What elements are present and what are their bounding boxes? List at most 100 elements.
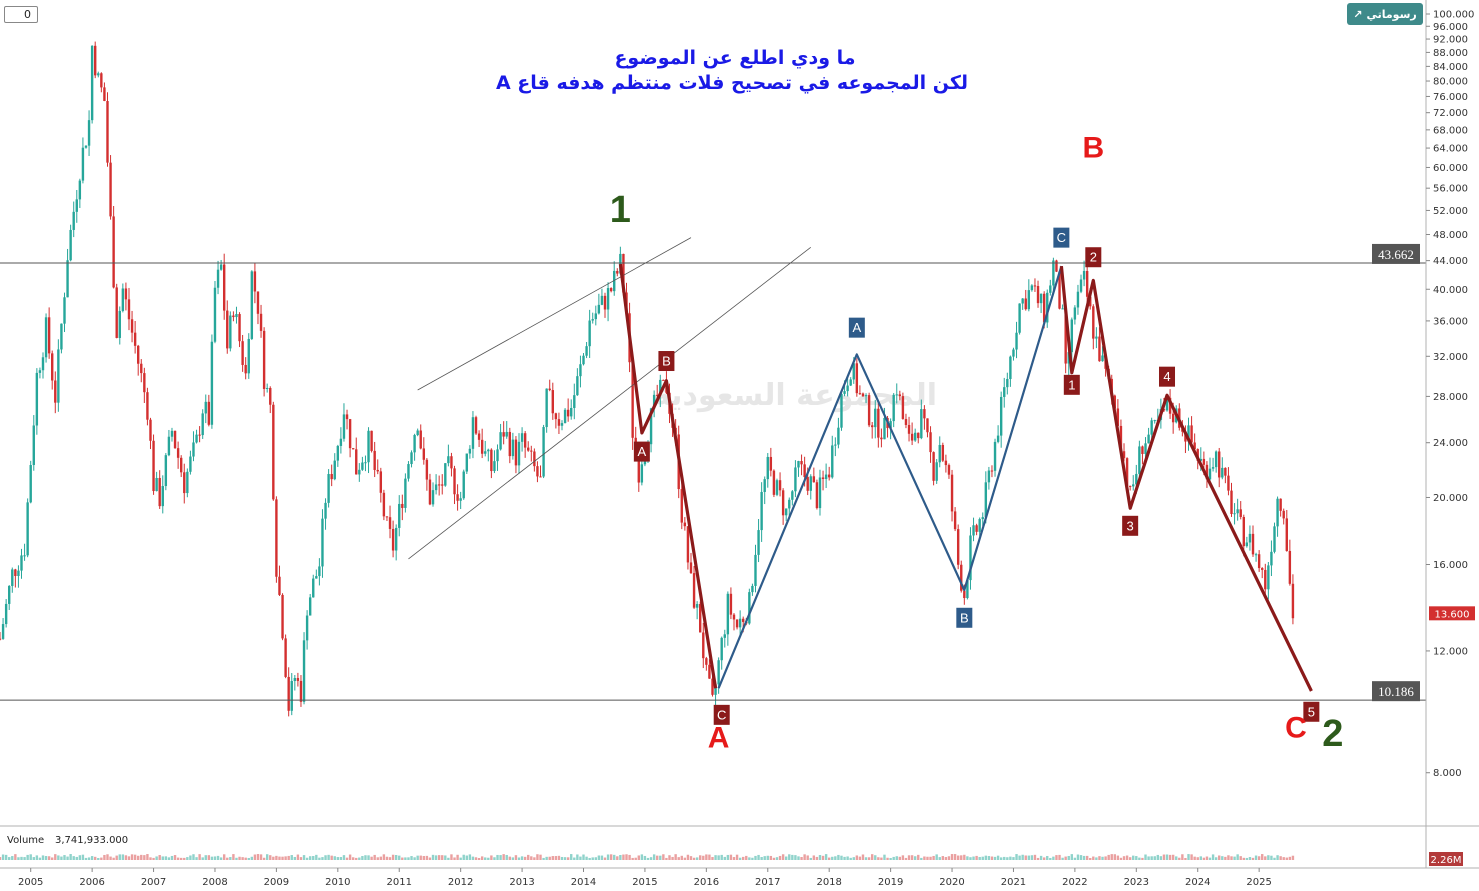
plot-area[interactable] xyxy=(0,41,1295,717)
candle-body[interactable] xyxy=(548,388,551,391)
candle-body[interactable] xyxy=(57,349,60,403)
candle-body[interactable] xyxy=(609,288,613,292)
candle-body[interactable] xyxy=(520,433,524,442)
candle-body[interactable] xyxy=(398,503,401,528)
candle-body[interactable] xyxy=(806,477,809,491)
candle-body[interactable] xyxy=(26,502,29,556)
candle-body[interactable] xyxy=(551,390,554,414)
candle-body[interactable] xyxy=(1261,568,1264,570)
candle-body[interactable] xyxy=(361,462,364,470)
candle-body[interactable] xyxy=(336,445,340,461)
candle-body[interactable] xyxy=(732,614,736,620)
candle-body[interactable] xyxy=(579,364,582,377)
candle-body[interactable] xyxy=(428,479,432,505)
candle-body[interactable] xyxy=(1070,319,1074,353)
candle-body[interactable] xyxy=(797,461,800,468)
candle-body[interactable] xyxy=(155,477,158,492)
candle-body[interactable] xyxy=(496,449,499,462)
candle-body[interactable] xyxy=(708,664,711,679)
candle-body[interactable] xyxy=(176,448,180,458)
candle-body[interactable] xyxy=(302,640,306,702)
candle-body[interactable] xyxy=(1264,569,1267,590)
candle-body[interactable] xyxy=(861,393,865,397)
candle-body[interactable] xyxy=(1052,260,1055,286)
candle-body[interactable] xyxy=(97,73,100,76)
candle-body[interactable] xyxy=(133,332,137,346)
candle-body[interactable] xyxy=(1095,336,1098,339)
candle-body[interactable] xyxy=(1227,475,1230,491)
candle-body[interactable] xyxy=(327,474,330,503)
candle-body[interactable] xyxy=(348,419,352,449)
candle-body[interactable] xyxy=(198,434,201,436)
candle-body[interactable] xyxy=(880,437,883,440)
candle-body[interactable] xyxy=(760,491,763,531)
candle-body[interactable] xyxy=(852,363,855,380)
candle-body[interactable] xyxy=(754,554,757,586)
candle-body[interactable] xyxy=(299,680,303,702)
candle-body[interactable] xyxy=(413,435,416,453)
candle-body[interactable] xyxy=(1205,464,1209,480)
candle-body[interactable] xyxy=(419,430,422,449)
candle-body[interactable] xyxy=(229,315,232,349)
candle-body[interactable] xyxy=(8,585,11,604)
candle-body[interactable] xyxy=(864,395,868,397)
candle-body[interactable] xyxy=(563,409,567,424)
candle-body[interactable] xyxy=(821,477,825,480)
candle-body[interactable] xyxy=(956,529,960,565)
candle-body[interactable] xyxy=(600,295,604,305)
candle-body[interactable] xyxy=(370,430,373,451)
candle-body[interactable] xyxy=(87,120,91,146)
candle-body[interactable] xyxy=(794,467,797,492)
candle-body[interactable] xyxy=(1187,425,1190,442)
candle-body[interactable] xyxy=(385,516,389,518)
candle-body[interactable] xyxy=(450,456,453,469)
candle-body[interactable] xyxy=(1236,509,1239,514)
candle-body[interactable] xyxy=(241,341,244,365)
candle-body[interactable] xyxy=(213,287,217,342)
candle-body[interactable] xyxy=(978,519,981,532)
candle-body[interactable] xyxy=(812,476,816,483)
candle-body[interactable] xyxy=(90,45,94,121)
candle-body[interactable] xyxy=(1291,583,1295,619)
candle-body[interactable] xyxy=(183,472,186,494)
candle-body[interactable] xyxy=(127,299,131,320)
candle-body[interactable] xyxy=(1012,349,1015,357)
candle-body[interactable] xyxy=(477,433,481,440)
candle-body[interactable] xyxy=(809,476,812,491)
candle-body[interactable] xyxy=(603,295,607,310)
candle-body[interactable] xyxy=(616,270,619,274)
candle-body[interactable] xyxy=(20,555,23,571)
candle-body[interactable] xyxy=(582,355,585,365)
candle-body[interactable] xyxy=(130,319,134,333)
candle-body[interactable] xyxy=(788,499,791,509)
candle-body[interactable] xyxy=(683,522,687,527)
candle-body[interactable] xyxy=(913,432,917,441)
candle-body[interactable] xyxy=(999,396,1003,436)
candle-body[interactable] xyxy=(827,474,831,478)
candle-body[interactable] xyxy=(164,455,168,487)
candle-body[interactable] xyxy=(508,431,512,457)
candle-body[interactable] xyxy=(711,678,714,695)
candle-body[interactable] xyxy=(680,489,683,523)
candle-body[interactable] xyxy=(1067,352,1070,364)
candle-body[interactable] xyxy=(250,271,254,339)
counter-input[interactable]: 0 xyxy=(4,6,38,23)
candle-body[interactable] xyxy=(265,387,269,389)
candle-body[interactable] xyxy=(729,593,733,615)
candle-body[interactable] xyxy=(594,313,597,320)
candle-body[interactable] xyxy=(256,291,260,314)
candle-body[interactable] xyxy=(391,528,395,551)
candle-body[interactable] xyxy=(588,320,591,347)
candle-body[interactable] xyxy=(121,288,125,311)
candle-body[interactable] xyxy=(530,450,533,452)
candle-body[interactable] xyxy=(158,477,161,507)
candle-body[interactable] xyxy=(892,394,895,422)
candle-body[interactable] xyxy=(935,462,938,481)
candle-body[interactable] xyxy=(554,413,558,420)
candle-body[interactable] xyxy=(437,484,441,486)
candle-body[interactable] xyxy=(511,439,515,457)
candle-body[interactable] xyxy=(1119,425,1123,452)
candle-body[interactable] xyxy=(742,618,745,622)
candle-body[interactable] xyxy=(1171,413,1175,423)
